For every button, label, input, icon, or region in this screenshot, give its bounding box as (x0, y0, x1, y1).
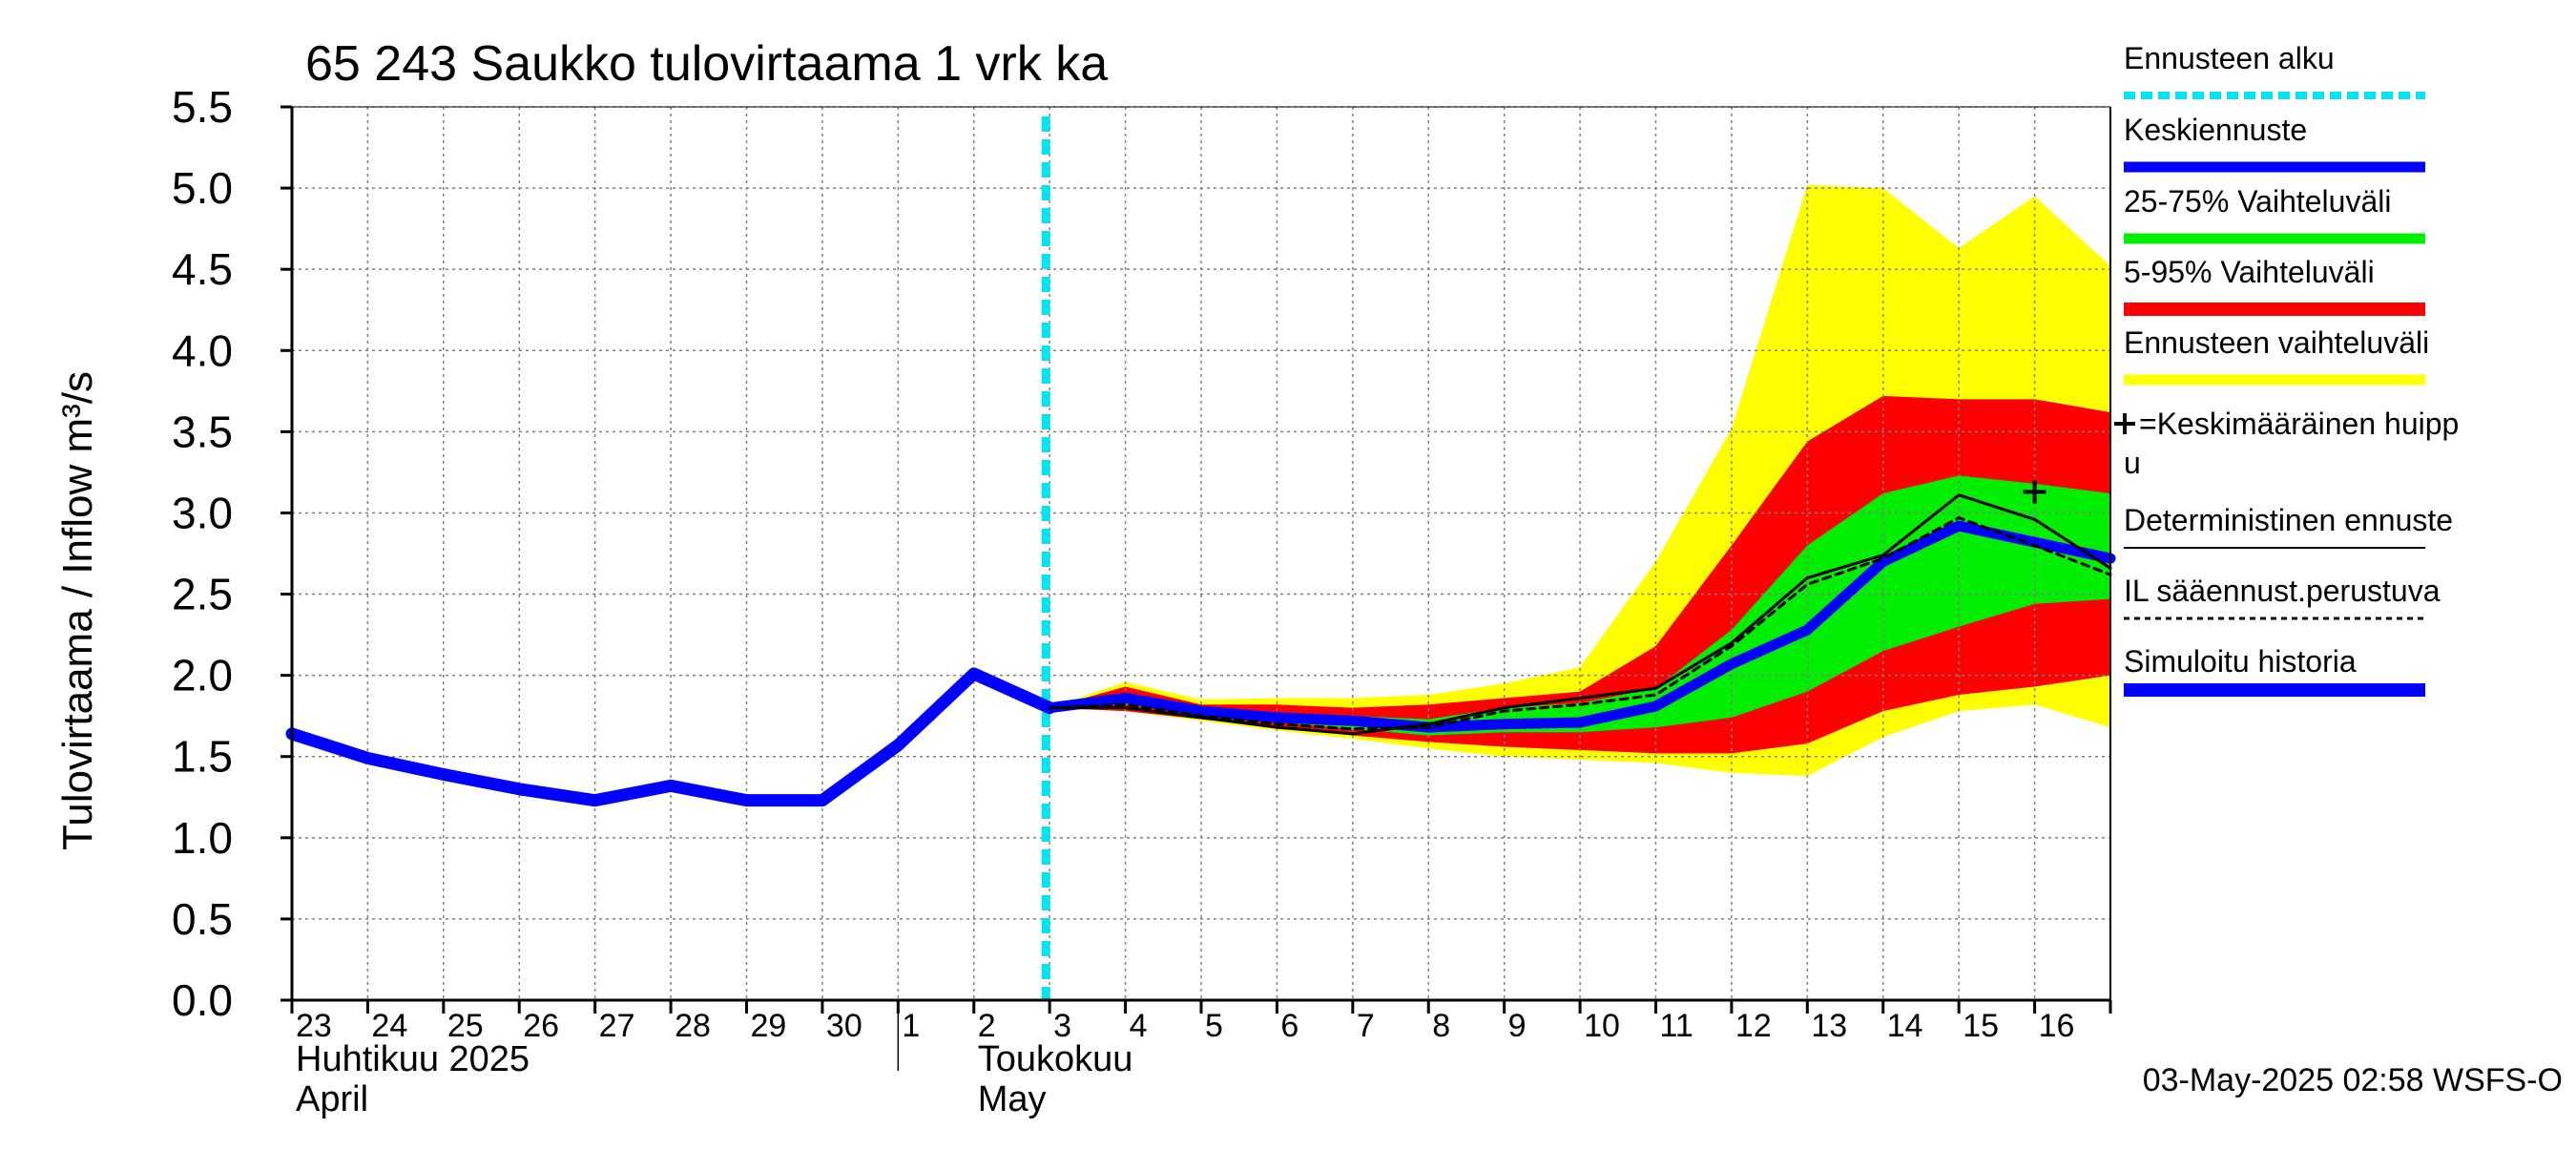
x-tick-label: 9 (1508, 1008, 1527, 1044)
legend-mean-peak-symbol (2114, 413, 2135, 434)
x-tick-label: 30 (826, 1008, 862, 1044)
series-lines (285, 116, 2116, 1000)
il-forecast-line (1048, 516, 2112, 731)
x-tick-label: 24 (371, 1008, 407, 1044)
mean-peak-marker (2023, 480, 2046, 504)
y-tick-label: 3.0 (172, 488, 233, 537)
legend-forecast-range-label: Ennusteen vaihteluväli (2124, 325, 2429, 360)
x-tick-label: 7 (1357, 1008, 1375, 1044)
x-tick-label: 13 (1811, 1008, 1847, 1044)
y-tick-label: 1.0 (172, 813, 233, 863)
y-tick-label: 2.5 (172, 570, 233, 619)
y-tick-label: 5.5 (172, 82, 233, 132)
x-tick-label: 25 (447, 1008, 484, 1044)
y-tick-label: 2.0 (172, 651, 233, 700)
x-tick-label: 28 (675, 1008, 711, 1044)
x-tick-label: 10 (1584, 1008, 1620, 1044)
x-tick-label: 11 (1660, 1008, 1693, 1044)
legend: Ennusteen alku Keskiennuste 25-75% Vaihtel… (2114, 41, 2459, 697)
month-label-line1: Huhtikuu 2025 (296, 1039, 530, 1079)
x-tick-label: 26 (523, 1008, 559, 1044)
x-tick-label: 5 (1205, 1008, 1223, 1044)
y-tick-label: 4.5 (172, 244, 233, 294)
month-label-line2: April (296, 1079, 368, 1119)
x-tick-label: 1 (902, 1008, 920, 1044)
month-label-line1: Toukokuu (978, 1039, 1133, 1079)
y-tick-label: 1.5 (172, 732, 233, 782)
x-tick-label: 2 (978, 1008, 996, 1044)
x-tick-label: 14 (1887, 1008, 1923, 1044)
x-tick-label: 16 (2039, 1008, 2075, 1044)
legend-mean-peak-label-cont: u (2124, 446, 2141, 480)
legend-mean-peak-label: =Keskimääräinen huipp (2139, 407, 2459, 441)
median-forecast-line (1044, 520, 2116, 733)
y-tick-label: 0.5 (172, 894, 233, 944)
x-tick-label: 23 (296, 1008, 332, 1044)
x-tick-label: 15 (1963, 1008, 1999, 1044)
timestamp: 03-May-2025 02:58 WSFS-O (2143, 1062, 2563, 1098)
x-tick-label: 29 (751, 1008, 787, 1044)
y-axis-label: Tulovirtaama / Inflow m³/s (54, 371, 101, 850)
forecast-bands (1049, 184, 2110, 777)
x-tick-label: 27 (599, 1008, 635, 1044)
x-tick-label: 4 (1130, 1008, 1148, 1044)
legend-median-label: Keskiennuste (2124, 113, 2307, 147)
x-tick-label: 8 (1432, 1008, 1450, 1044)
x-tick-label: 12 (1735, 1008, 1772, 1044)
history-line (285, 667, 1056, 807)
legend-forecast-start-label: Ennusteen alku (2124, 41, 2335, 75)
legend-5-95-label: 5-95% Vaihteluväli (2124, 255, 2375, 289)
x-tick-label: 6 (1280, 1008, 1298, 1044)
month-label-line2: May (978, 1079, 1047, 1119)
chart-title: 65 243 Saukko tulovirtaama 1 vrk ka (305, 36, 1108, 92)
legend-25-75-label: 25-75% Vaihteluväli (2124, 184, 2391, 219)
legend-deterministic-label: Deterministinen ennuste (2124, 503, 2453, 537)
legend-history-label: Simuloitu historia (2124, 644, 2357, 679)
x-axis-labels: 23 24 25 26 27 28 29 30 1 2 3 4 5 6 7 8 9 10 11 12 13 14 15 16H… (290, 1000, 2112, 1119)
y-tick-label: 5.0 (172, 163, 233, 213)
deterministic-line (1048, 493, 2112, 736)
legend-il-label: IL sääennust.perustuva (2124, 574, 2441, 608)
y-tick-label: 0.0 (172, 975, 233, 1025)
y-tick-label: 4.0 (172, 325, 233, 375)
x-tick-label: 3 (1053, 1008, 1071, 1044)
y-tick-label: 3.5 (172, 407, 233, 456)
band-25-75 (1049, 475, 2110, 736)
